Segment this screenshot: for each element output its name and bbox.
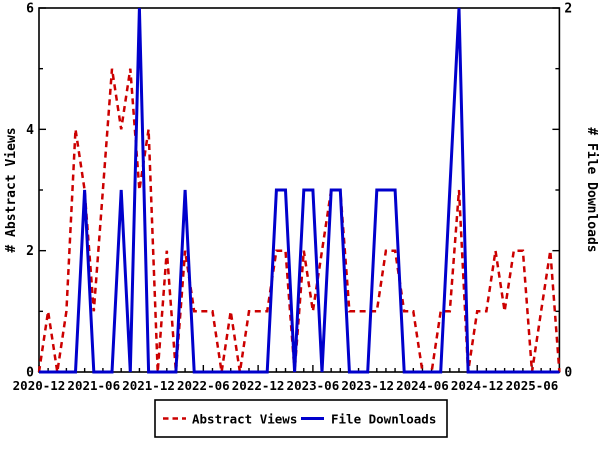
x-tick-label: 2024-12 [451,378,504,393]
x-tick-label: 2022-12 [232,378,285,393]
series-line-file-downloads [39,7,560,374]
legend-label: File Downloads [331,412,436,427]
x-tick-label: 2023-06 [287,378,340,393]
y-right-tick-label: 2 [564,2,572,17]
x-tick-label: 2025-06 [506,378,559,393]
y-left-tick-label: 4 [26,123,34,138]
y-left-tick-label: 6 [26,2,34,17]
y-left-tick-label: 0 [26,366,34,381]
x-tick-label: 2021-06 [67,378,120,393]
y-left-tick-label: 2 [26,244,34,259]
x-tick-label: 2024-06 [396,378,449,393]
series-line-abstract-views [37,68,561,374]
x-tick-label: 2020-12 [13,378,66,393]
legend-label: Abstract Views [192,412,297,427]
x-tick-label: 2021-12 [122,378,175,393]
y-left-axis-title: # Abstract Views [4,127,19,252]
y-right-tick-label: 0 [564,366,572,381]
y-right-axis-title: # File Downloads [584,127,599,252]
plot-frame [38,7,561,373]
x-tick-label: 2022-06 [177,378,230,393]
x-tick-label: 2023-12 [341,378,394,393]
